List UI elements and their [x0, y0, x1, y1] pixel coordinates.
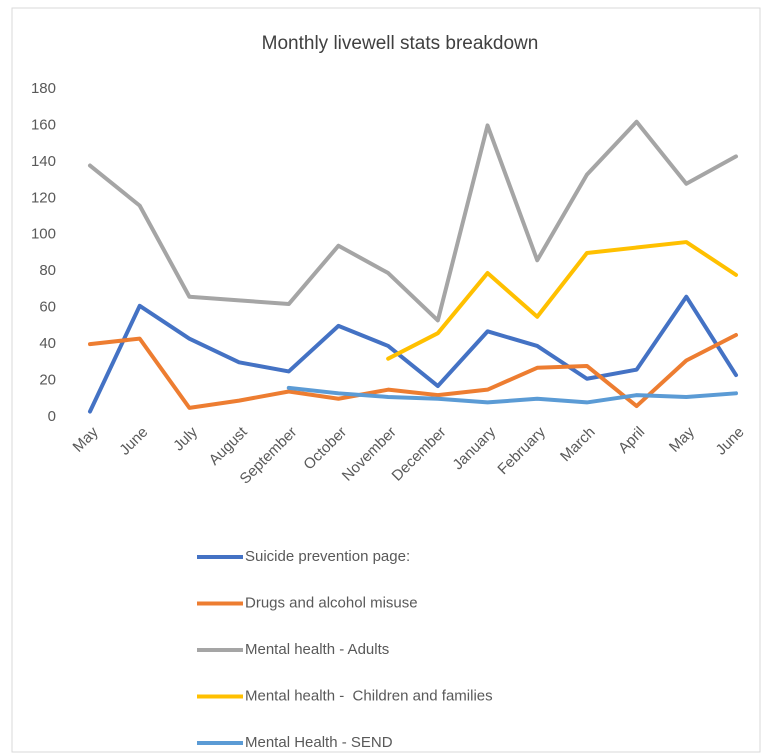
chart-frame: [11, 7, 761, 753]
y-tick-label: 140: [31, 153, 56, 170]
series-line: [386, 240, 738, 361]
legend-label: Mental health - Adults: [245, 641, 389, 658]
legend-label: Mental health - Children and families: [245, 687, 493, 704]
series-line: [88, 294, 738, 414]
y-tick-label: 60: [39, 299, 56, 316]
y-tick-label: 80: [39, 262, 56, 279]
legend-label: Drugs and alcohol misuse: [245, 594, 418, 611]
series-line: [88, 119, 738, 323]
series-line: [88, 333, 738, 410]
y-tick-label: 40: [39, 335, 56, 352]
y-tick-label: 160: [31, 116, 56, 133]
y-tick-label: 20: [39, 372, 56, 389]
legend-label: Suicide prevention page:: [245, 548, 410, 565]
chart-title: Monthly livewell stats breakdown: [262, 33, 539, 54]
y-tick-label: 0: [48, 408, 56, 425]
y-tick-label: 180: [31, 80, 56, 97]
y-tick-label: 120: [31, 189, 56, 206]
series-line: [286, 385, 738, 405]
legend-label: Mental Health - SEND: [245, 734, 393, 751]
y-tick-label: 100: [31, 226, 56, 243]
